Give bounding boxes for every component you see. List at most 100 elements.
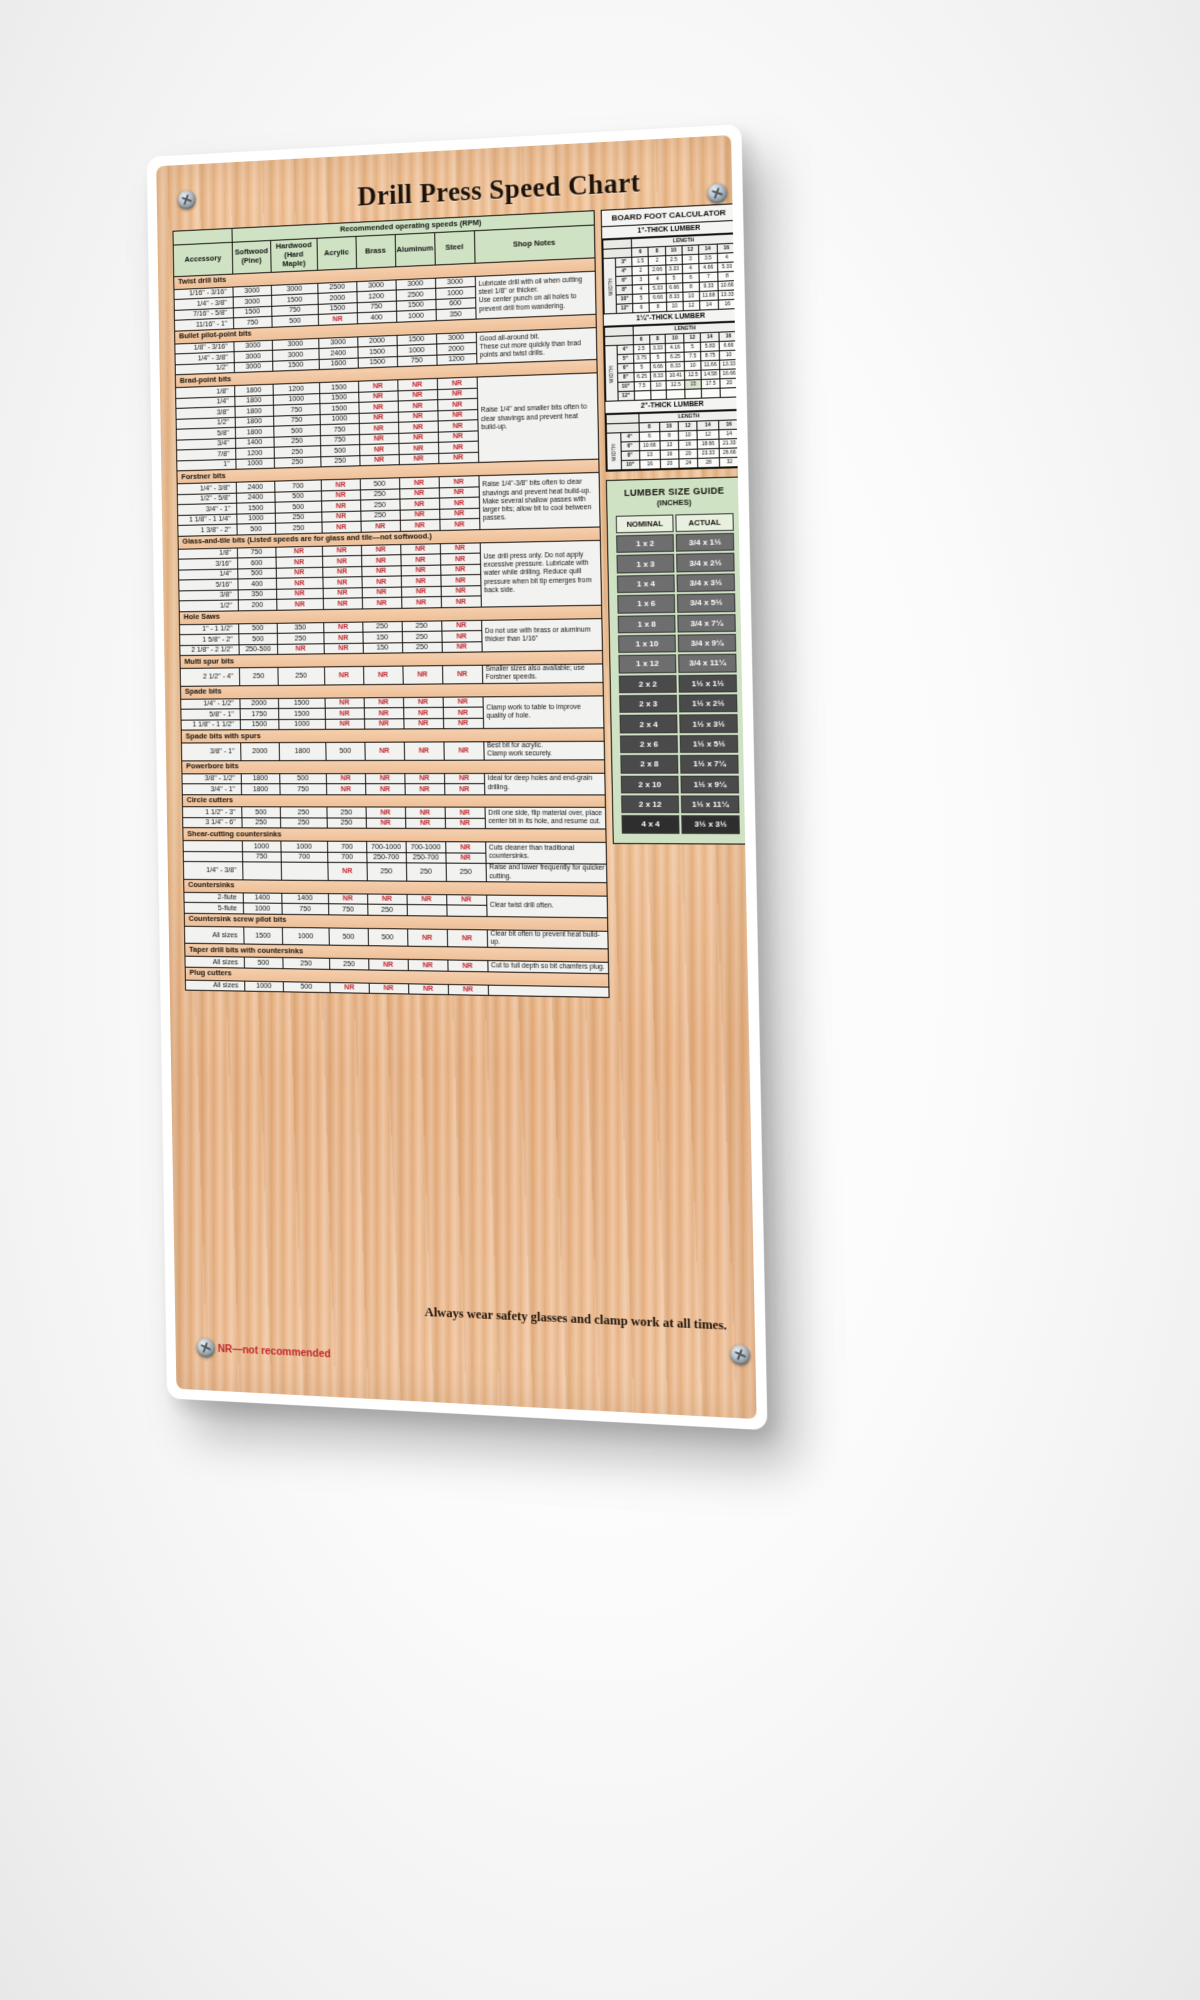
cell-speed: NR: [445, 842, 486, 854]
table-row: 3/4" - 1" 1800 750 NR NR NR NR: [182, 783, 605, 795]
width-value: 6": [620, 441, 640, 452]
table-row: 12": [606, 387, 740, 402]
board-foot-cell: 10: [666, 301, 684, 312]
width-value: 3": [615, 257, 633, 268]
cell-speed: NR: [439, 518, 480, 531]
cell-speed: NR: [323, 621, 363, 633]
board-foot-cell: 12: [697, 429, 719, 440]
lumber-size-guide-panel: LUMBER SIZE GUIDE (INCHES) NOMINAL ACTUA…: [605, 476, 750, 845]
section-header-row: Circle cutters: [182, 794, 606, 808]
col-steel: Steel: [434, 230, 475, 265]
table-row: 8" 6.25 8.33 10.41 12.5 14.58 16.66: [605, 368, 739, 383]
cell-shop-note: Do not use with brass or aluminum thicke…: [481, 618, 603, 653]
cell-accessory: 1/4" - 1/2": [180, 698, 240, 710]
cell-speed: 1000: [278, 718, 326, 730]
col-accessory: Accessory: [173, 242, 233, 277]
cell-speed: NR: [361, 586, 402, 598]
cell-speed: NR: [363, 666, 403, 685]
cell-speed: 500: [328, 927, 369, 947]
board-foot-cell: 8.75: [700, 350, 720, 361]
board-foot-cell: 16: [660, 449, 680, 460]
cell-speed: 700: [280, 851, 328, 863]
cell-speed: NR: [361, 576, 402, 588]
board-foot-cell: 1.5: [632, 256, 649, 267]
cell-speed: NR: [326, 783, 366, 795]
cell-speed: NR: [439, 542, 480, 555]
cell-accessory: [183, 851, 243, 863]
board-foot-cell: 5: [665, 273, 683, 284]
cell-speed: NR: [446, 894, 487, 906]
length-ticks-row: 8 10 12 14 16: [606, 419, 740, 434]
cell-speed: [406, 904, 447, 917]
board-foot-cell: 8: [649, 302, 667, 313]
screw-icon: [707, 182, 728, 204]
cell-speed: NR: [401, 596, 442, 608]
board-foot-cell: 11.68: [699, 290, 719, 301]
table-row: 3/8" - 1/2" 1800 500 NR NR NR NR Ideal for deep…: [181, 772, 606, 795]
board-foot-cell: 3.33: [665, 264, 683, 275]
cell-speed: 250: [405, 863, 447, 882]
length-value: 10: [659, 421, 679, 432]
table-row: 8" 13 16 20 23.33 26.66: [607, 447, 741, 461]
board-foot-cell: 13: [639, 450, 661, 461]
cell-nominal: 1 x 2: [616, 534, 675, 554]
cell-speed: NR: [368, 959, 408, 971]
right-column: BOARD FOOT CALCULATOR 1"-THICK LUMBER LEN…: [600, 203, 750, 845]
table-row: 3/8" - 1" 2000 1800 500 NR NR NR Best bit for a…: [181, 741, 605, 761]
board-foot-cell: 5: [632, 293, 650, 304]
cell-speed: NR: [443, 741, 484, 760]
length-value: 6: [633, 334, 650, 345]
cell-speed: NR: [402, 665, 443, 684]
width-label: WIDTH: [604, 345, 619, 402]
drill-press-speed-chart-board: Drill Press Speed Chart Recommended oper…: [146, 124, 768, 1431]
col-shop-notes: Shop Notes: [473, 225, 595, 264]
cell-speed: 500: [238, 633, 278, 645]
list-item: 2 x 10 1½ x 9¼: [620, 775, 740, 794]
cell-shop-note: Smaller sizes also available; use Forstn…: [481, 663, 604, 684]
cell-shop-note: Drill one side, flip material over, plac…: [484, 807, 606, 830]
cell-shop-note: Clear bit often to prevent heat build-up…: [486, 929, 609, 950]
board-foot-cell: 15: [684, 379, 702, 390]
cell-speed: NR: [403, 707, 444, 719]
cell-speed: NR: [404, 783, 445, 795]
cell-speed: NR: [442, 696, 483, 708]
board-foot-cell: 4: [649, 274, 666, 285]
length-value: 14: [700, 332, 720, 343]
cell-actual: 1½ x 11¼: [681, 795, 740, 814]
cell-nominal: 1 x 12: [618, 654, 677, 674]
cell-speed: NR: [324, 707, 365, 719]
cell-speed: NR: [323, 597, 363, 610]
cell-speed: NR: [437, 387, 478, 400]
cell-speed: NR: [444, 772, 485, 784]
board-foot-cell: 2.5: [665, 254, 683, 266]
width-value: 6": [617, 363, 634, 374]
cell-speed: 250: [366, 863, 407, 882]
list-item: 2 x 8 1½ x 7¼: [620, 754, 739, 774]
cell-speed: 250: [239, 667, 279, 686]
nr-legend: NR—not recommended: [217, 1342, 331, 1361]
cell-speed: 250: [277, 666, 325, 686]
table-row: 6" 10.66 13 16 18.66 21.33: [607, 438, 741, 452]
board-foot-cell: 2.5: [633, 344, 650, 354]
cell-shop-note: Use drill press only. Do not apply exces…: [479, 539, 602, 607]
cell-nominal: 2 x 3: [619, 694, 678, 714]
cell-speed: 2000: [240, 742, 280, 761]
cell-speed: 750: [237, 546, 276, 559]
screw-icon: [196, 1337, 216, 1358]
list-item: 1 x 2 3/4 x 1½: [616, 532, 735, 554]
list-item: 1 x 3 3/4 x 2½: [616, 553, 735, 574]
board-foot-title: BOARD FOOT CALCULATOR: [601, 204, 737, 228]
cell-actual: 1½ x 3½: [679, 714, 738, 733]
board-foot-cell: [685, 388, 702, 399]
lumber-guide-subtitle: (INCHES): [656, 497, 692, 508]
cell-nominal: 2 x 10: [620, 775, 679, 794]
cell-speed: NR: [438, 441, 479, 454]
board-foot-cell: 6.66: [665, 282, 683, 293]
board-foot-cell: 16: [718, 299, 738, 310]
cell-speed: NR: [328, 893, 368, 905]
cell-accessory: 2 1/8" - 2 1/2": [179, 644, 240, 656]
board-foot-cell: 2: [632, 265, 650, 276]
cell-actual: 1½ x 5½: [679, 734, 739, 754]
cell-speed: 700: [327, 841, 367, 853]
board-foot-cell: 10: [678, 430, 698, 441]
